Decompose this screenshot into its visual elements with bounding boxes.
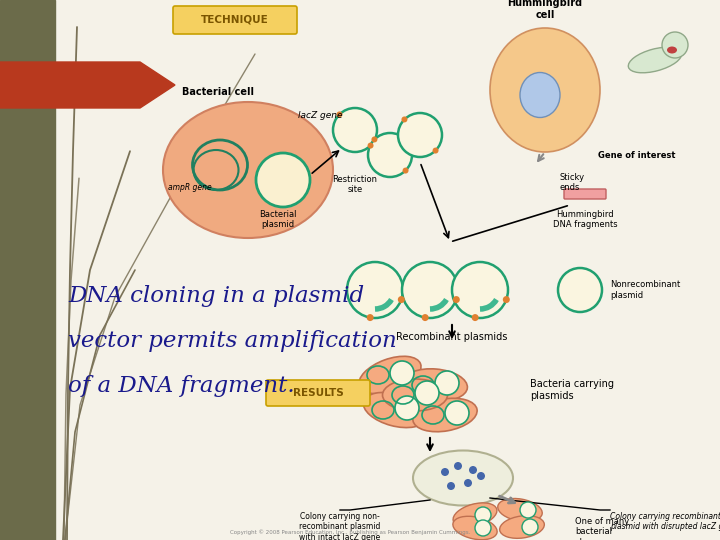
Circle shape — [452, 262, 508, 318]
Circle shape — [453, 296, 460, 303]
Circle shape — [336, 111, 343, 117]
Ellipse shape — [413, 450, 513, 505]
Circle shape — [475, 520, 491, 536]
Text: Restriction
site: Restriction site — [333, 175, 377, 194]
Circle shape — [390, 361, 414, 385]
Circle shape — [469, 466, 477, 474]
Ellipse shape — [364, 393, 427, 428]
Text: Colony carrying non-
recombinant plasmid
with intact lacZ gene: Colony carrying non- recombinant plasmid… — [300, 512, 381, 540]
FancyBboxPatch shape — [564, 189, 606, 199]
Circle shape — [464, 479, 472, 487]
Circle shape — [395, 396, 419, 420]
Ellipse shape — [413, 399, 477, 432]
Circle shape — [475, 507, 491, 523]
Ellipse shape — [453, 503, 497, 527]
Circle shape — [398, 296, 405, 303]
Text: Recombinant plasmids: Recombinant plasmids — [396, 332, 508, 342]
Circle shape — [398, 113, 442, 157]
Circle shape — [454, 462, 462, 470]
Circle shape — [402, 167, 408, 173]
Circle shape — [402, 117, 408, 123]
Circle shape — [368, 133, 412, 177]
Text: vector permits amplification: vector permits amplification — [68, 330, 397, 352]
Circle shape — [372, 137, 377, 143]
Circle shape — [422, 314, 428, 321]
Text: of a DNA fragment.: of a DNA fragment. — [68, 375, 294, 397]
Ellipse shape — [453, 516, 497, 540]
Ellipse shape — [498, 498, 542, 522]
Text: One of many
bacterial
clones: One of many bacterial clones — [575, 517, 629, 540]
Circle shape — [558, 268, 602, 312]
Text: Gene of interest: Gene of interest — [598, 151, 675, 159]
Text: Bacterial cell: Bacterial cell — [182, 87, 254, 97]
Circle shape — [367, 143, 374, 148]
Circle shape — [662, 32, 688, 58]
Text: ampR gene: ampR gene — [168, 184, 212, 192]
Text: DNA cloning in a plasmid: DNA cloning in a plasmid — [68, 285, 364, 307]
Ellipse shape — [402, 369, 467, 401]
Text: TECHNIQUE: TECHNIQUE — [201, 15, 269, 25]
Ellipse shape — [359, 356, 421, 394]
Text: Bacterial
plasmid: Bacterial plasmid — [259, 210, 297, 230]
Circle shape — [256, 153, 310, 207]
Circle shape — [347, 262, 403, 318]
Circle shape — [333, 108, 377, 152]
Ellipse shape — [382, 379, 448, 411]
Circle shape — [445, 401, 469, 425]
Text: Nonrecombinant
plasmid: Nonrecombinant plasmid — [610, 280, 680, 300]
Circle shape — [435, 371, 459, 395]
Ellipse shape — [490, 28, 600, 152]
Circle shape — [472, 314, 479, 321]
Circle shape — [447, 482, 455, 490]
Text: lacZ gene: lacZ gene — [298, 111, 343, 119]
Text: Hummingbird
cell: Hummingbird cell — [508, 0, 582, 19]
Circle shape — [366, 314, 374, 321]
FancyBboxPatch shape — [173, 6, 297, 34]
Circle shape — [402, 262, 458, 318]
Text: Hummingbird
DNA fragments: Hummingbird DNA fragments — [553, 210, 617, 230]
Ellipse shape — [629, 47, 682, 73]
Ellipse shape — [667, 46, 677, 53]
Circle shape — [441, 468, 449, 476]
Text: Copyright © 2008 Pearson Education, Inc., publishing as Pearson Benjamin Cumming: Copyright © 2008 Pearson Education, Inc.… — [230, 529, 470, 535]
Circle shape — [522, 519, 538, 535]
Polygon shape — [0, 62, 175, 108]
Text: RESULTS: RESULTS — [292, 388, 343, 398]
Text: Sticky
ends: Sticky ends — [560, 173, 585, 192]
Bar — [0, 0, 55, 540]
Text: Colony carrying recombinant
plasmid with disrupted lacZ gene: Colony carrying recombinant plasmid with… — [610, 512, 720, 531]
Circle shape — [520, 502, 536, 518]
Ellipse shape — [520, 72, 560, 118]
Ellipse shape — [163, 102, 333, 238]
Circle shape — [415, 381, 439, 405]
Circle shape — [503, 296, 510, 303]
Ellipse shape — [500, 516, 544, 538]
Text: Bacteria carrying
plasmids: Bacteria carrying plasmids — [530, 379, 614, 401]
Circle shape — [433, 147, 438, 153]
Circle shape — [477, 472, 485, 480]
FancyBboxPatch shape — [266, 380, 370, 406]
